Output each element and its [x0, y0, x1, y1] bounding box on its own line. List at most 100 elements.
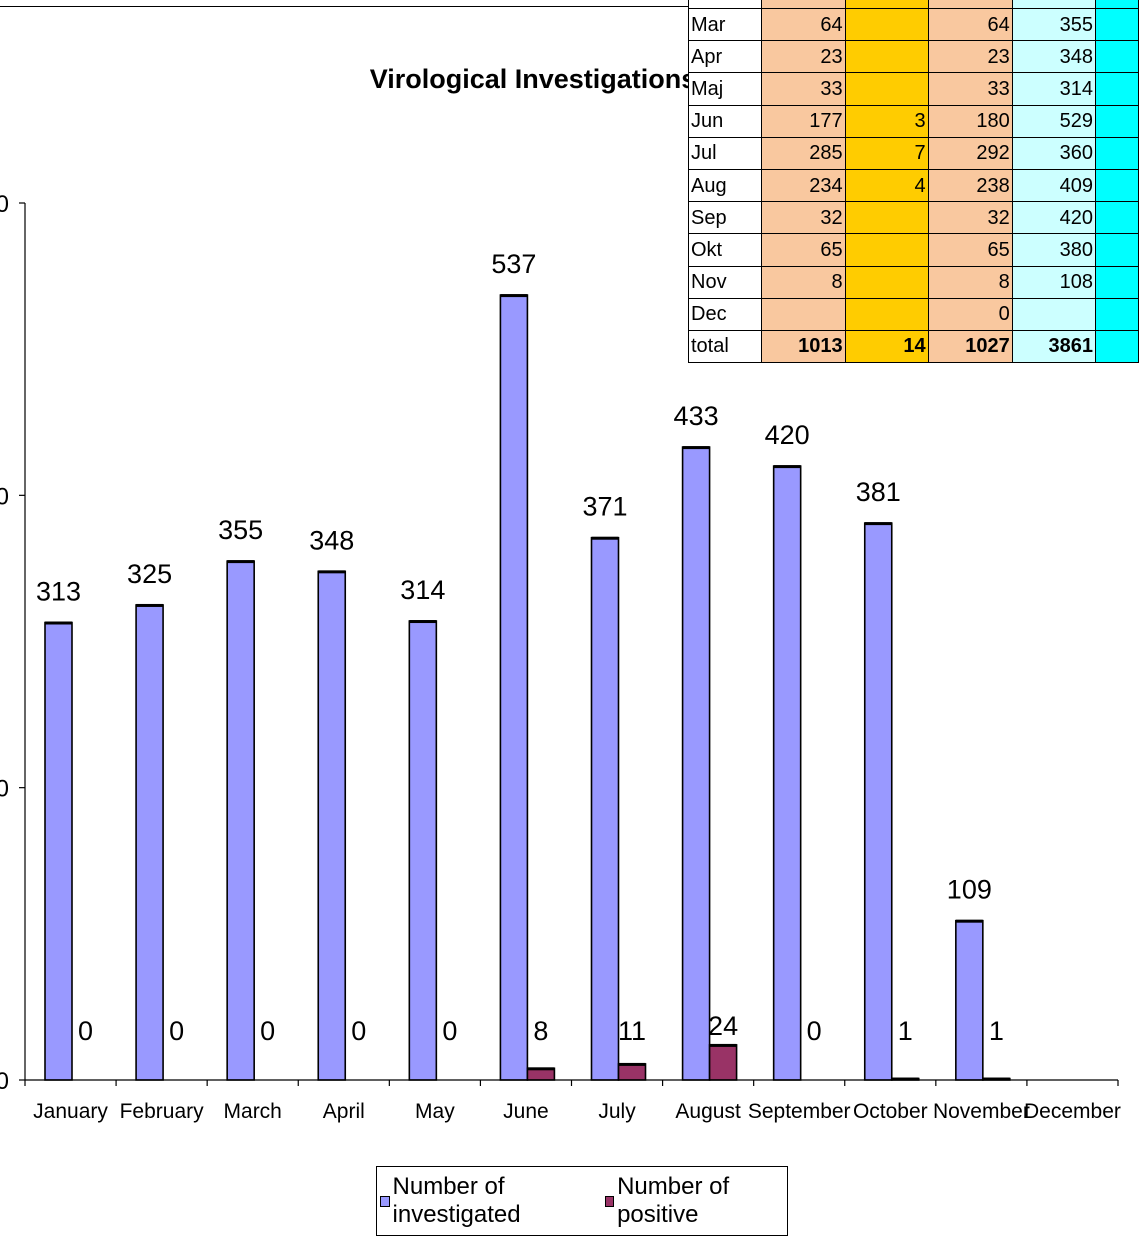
table-cell-b: 4 — [844, 168, 929, 203]
table-row: total 1013 14 1027 3861 — [687, 329, 1139, 364]
table-cell-d: 380 — [1011, 233, 1096, 267]
bar-positive-cap — [618, 1062, 646, 1066]
x-tick-label: May — [415, 1100, 455, 1123]
table-cell-a: 285 — [761, 136, 846, 170]
table-cell-e — [1094, 201, 1139, 235]
table-row: Nov 8 8 108 — [687, 265, 1139, 299]
table-cell-b — [844, 0, 929, 9]
table-cell-c: 33 — [927, 72, 1013, 106]
table-cell-e — [1094, 297, 1139, 331]
bar-investigated-cap — [500, 294, 528, 298]
data-label-positive: 0 — [260, 1016, 275, 1046]
legend-swatch-investigated — [380, 1195, 390, 1207]
table-cell-d: 348 — [1011, 40, 1096, 74]
legend-label-investigated: Number of investigated — [392, 1173, 521, 1228]
table-cell-a: 8 — [761, 265, 846, 299]
table-cell-month: total — [687, 329, 763, 364]
data-label-investigated: 371 — [582, 492, 627, 522]
data-table: Mar 64 64 355 Apr 23 23 348 Maj 33 33 314 Jun 177 3 180… — [687, 0, 1139, 364]
bar-positive-cap — [891, 1077, 919, 1081]
table-cell-c: 0 — [927, 297, 1013, 331]
table-cell-d: 314 — [1011, 72, 1096, 106]
table-cell-month: Mar — [687, 7, 763, 42]
table-cell-b — [844, 201, 929, 235]
y-tick-label: 0 — [0, 776, 9, 803]
table-cell-d: 3861 — [1011, 329, 1096, 364]
bar-investigated-cap — [409, 620, 437, 624]
bar-investigated — [226, 560, 255, 1081]
table-row: Mar 64 64 355 — [687, 7, 1139, 42]
table-cell-month: Apr — [687, 40, 763, 74]
bar-investigated — [590, 536, 620, 1081]
bar-positive — [708, 1044, 738, 1081]
bar-investigated — [955, 919, 984, 1081]
table-cell-c: 238 — [927, 168, 1013, 203]
table-cell-b: 7 — [844, 136, 929, 170]
data-label-investigated: 537 — [491, 249, 536, 279]
table-cell-month: Aug — [687, 168, 763, 203]
bar-investigated — [681, 446, 711, 1081]
data-label-investigated: 420 — [765, 420, 810, 450]
table-cell-b — [844, 297, 929, 331]
x-tick-label: February — [120, 1100, 205, 1123]
table-cell-e — [1094, 168, 1139, 203]
table-row: Dec 0 — [687, 297, 1139, 331]
table-cell-c: 32 — [927, 201, 1013, 235]
table-row: Apr 23 23 348 — [687, 40, 1139, 74]
table-cell-c: 23 — [927, 40, 1013, 74]
table-cell-e — [1094, 7, 1139, 42]
x-tick-label: September — [748, 1100, 851, 1123]
table-cell-c: 1027 — [927, 329, 1013, 364]
data-label-positive: 8 — [533, 1016, 548, 1046]
bar-investigated-cap — [136, 603, 164, 607]
table-cell-b — [844, 40, 929, 74]
table-cell-month: Jul — [687, 136, 763, 170]
table-row: Jun 177 3 180 529 — [687, 104, 1139, 138]
table-cell-b — [844, 72, 929, 106]
bar-investigated — [499, 294, 529, 1081]
bar-investigated-cap — [864, 522, 892, 526]
x-tick-label: July — [598, 1100, 636, 1123]
data-label-investigated: 381 — [856, 477, 901, 507]
table-cell-d: 409 — [1011, 168, 1096, 203]
table-cell-d — [1011, 297, 1096, 331]
bar-investigated-cap — [318, 570, 346, 574]
table-row: Maj 33 33 314 — [687, 72, 1139, 106]
data-label-investigated: 109 — [947, 875, 992, 905]
x-tick-label: January — [33, 1100, 108, 1123]
data-label-positive: 0 — [78, 1016, 93, 1046]
chart-title: Virological Investigations — [370, 64, 697, 94]
table-cell-b — [844, 233, 929, 267]
x-tick-label: October — [853, 1100, 928, 1123]
bar-investigated-cap — [955, 919, 983, 923]
table-cell-d: 420 — [1011, 201, 1096, 235]
x-tick-label: April — [323, 1100, 365, 1123]
table-cell-month — [687, 0, 763, 9]
x-tick-label: December — [1024, 1100, 1121, 1123]
legend-item-investigated: Number of investigated — [380, 1173, 599, 1229]
table-cell-e — [1094, 265, 1139, 299]
table-row: Sep 32 32 420 — [687, 201, 1139, 235]
bar-investigated — [317, 570, 347, 1081]
table-cell-c: 65 — [927, 233, 1013, 267]
data-label-investigated: 314 — [400, 575, 445, 605]
table-row — [687, 0, 1139, 9]
data-label-investigated: 325 — [127, 559, 172, 589]
bar-investigated — [135, 604, 164, 1081]
data-label-investigated: 348 — [309, 525, 354, 555]
x-tick-label: November — [933, 1100, 1030, 1123]
data-label-positive: 24 — [708, 1011, 738, 1041]
table-cell-month: Jun — [687, 104, 763, 138]
table-cell-month: Sep — [687, 201, 763, 235]
table-cell-e — [1094, 0, 1139, 9]
table-cell-month: Dec — [687, 297, 763, 331]
table-cell-b — [844, 7, 929, 42]
table-cell-d: 355 — [1011, 7, 1096, 42]
table-row: Okt 65 65 380 — [687, 233, 1139, 267]
data-label-investigated: 433 — [674, 401, 719, 431]
bar-investigated-cap — [45, 621, 72, 625]
data-label-positive: 11 — [618, 1016, 646, 1046]
table-cell-c: 8 — [927, 265, 1013, 299]
table-cell-d: 360 — [1011, 136, 1096, 170]
